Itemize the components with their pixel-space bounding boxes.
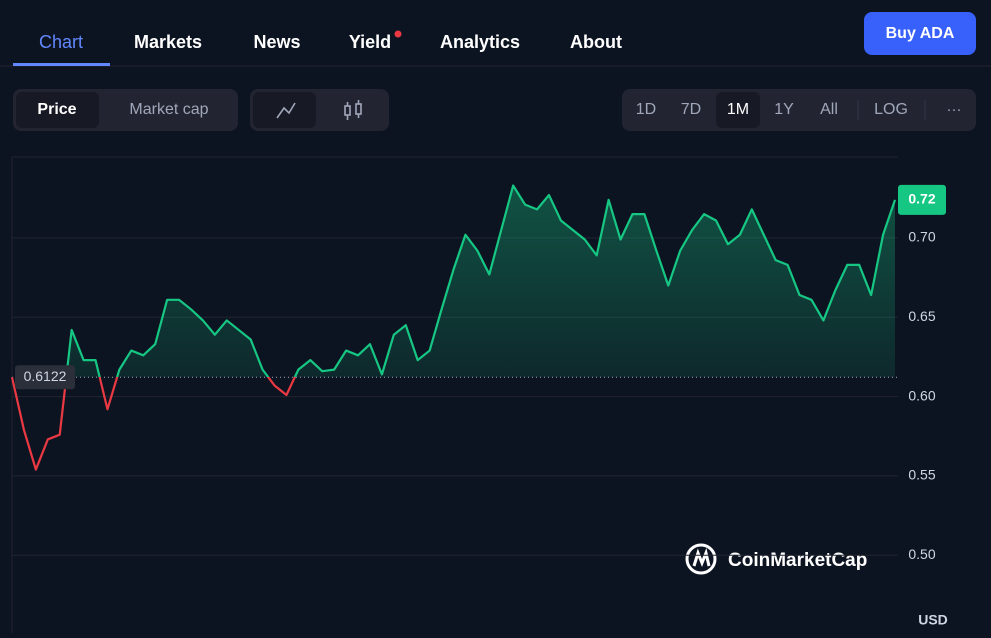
currency-label: USD [918, 612, 948, 628]
active-tab-underline [13, 63, 110, 66]
range-button[interactable]: 1Y [774, 101, 794, 118]
range-button[interactable]: 7D [681, 101, 701, 118]
y-tick-label: 0.60 [908, 387, 935, 403]
buy-button-label[interactable]: Buy ADA [886, 25, 955, 42]
notification-dot [394, 30, 402, 38]
mode-button[interactable]: Market cap [129, 101, 208, 118]
range-button[interactable]: 1D [636, 101, 656, 118]
mode-button[interactable]: Price [37, 101, 76, 118]
y-tick-label: 0.70 [908, 229, 935, 245]
active-range [716, 92, 760, 128]
candle-icon[interactable] [344, 100, 362, 120]
range-toggle [622, 89, 976, 131]
y-tick-label: 0.55 [908, 467, 935, 483]
active-mode [16, 92, 99, 128]
nav-tab[interactable]: Analytics [440, 32, 520, 52]
y-tick-label: 0.50 [908, 546, 935, 562]
range-button[interactable]: All [820, 101, 838, 118]
nav-tab[interactable]: Chart [39, 32, 83, 52]
nav-tab[interactable]: About [570, 32, 622, 52]
watermark-logo [685, 543, 717, 575]
more-button[interactable]: ··· [947, 101, 962, 118]
range-button[interactable]: LOG [874, 101, 908, 118]
line-style-button[interactable] [253, 92, 316, 128]
watermark: CoinMarketCap [728, 550, 867, 571]
last-price-label: 0.72 [908, 191, 935, 207]
nav-tab[interactable]: Yield [349, 32, 391, 52]
baseline-label: 0.6122 [24, 368, 67, 384]
price-area [12, 185, 895, 378]
range-button[interactable]: 1M [727, 101, 749, 118]
nav-tab[interactable]: News [253, 32, 300, 52]
nav-tab[interactable]: Markets [134, 32, 202, 52]
price-line [10, 184, 897, 471]
y-tick-label: 0.65 [908, 308, 935, 324]
baseline-label-bg [15, 365, 75, 390]
buy-button[interactable] [864, 12, 976, 55]
last-price-bg [898, 184, 946, 215]
line-icon [276, 102, 296, 119]
